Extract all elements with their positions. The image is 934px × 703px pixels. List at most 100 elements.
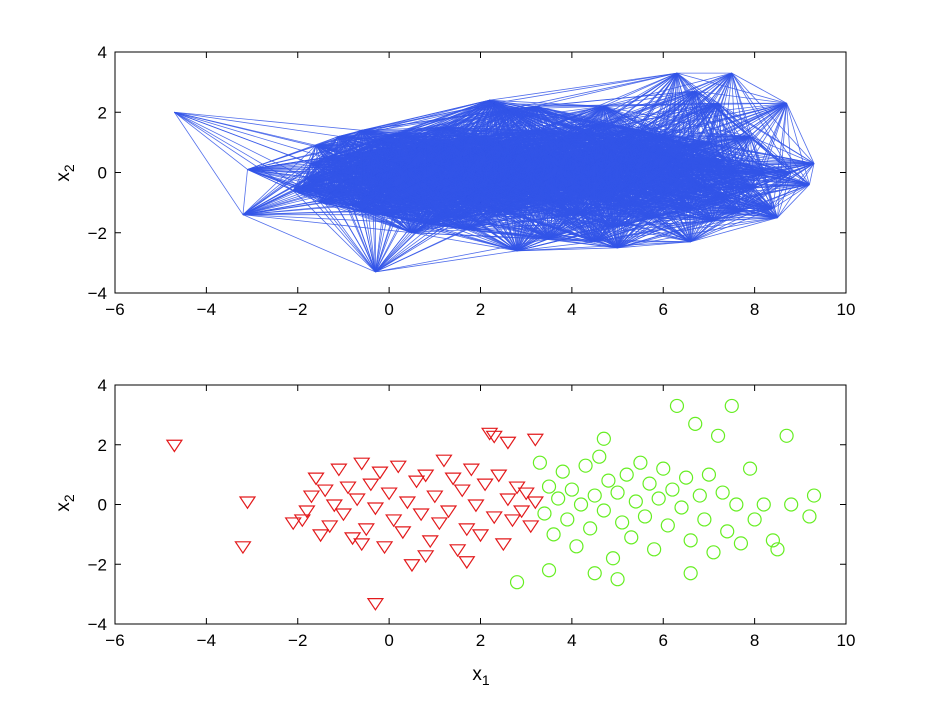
- network-edge: [425, 145, 454, 224]
- network-edge: [749, 102, 787, 137]
- class-1-point: [458, 523, 476, 537]
- network-edge: [548, 130, 641, 240]
- class-2-point: [555, 464, 570, 479]
- network-edge: [594, 208, 773, 243]
- class-1-point: [234, 541, 252, 555]
- network-edge: [603, 105, 659, 167]
- network-edge: [548, 175, 682, 240]
- network-edge: [329, 193, 376, 273]
- network-edge: [621, 190, 632, 206]
- network-edge: [699, 103, 719, 164]
- class-1-point: [385, 514, 403, 528]
- class-1-point: [293, 514, 311, 528]
- network-edge: [690, 187, 755, 243]
- network-edge: [329, 193, 362, 213]
- network-edge: [539, 72, 678, 131]
- network-edge: [690, 91, 696, 209]
- network-edge: [594, 130, 641, 242]
- scatter-points: [165, 398, 822, 611]
- class-1-point: [366, 597, 385, 611]
- network-edge: [306, 178, 321, 203]
- network-edge: [548, 238, 618, 249]
- class-2-point: [669, 398, 685, 414]
- network-edge: [425, 166, 559, 225]
- network-edge: [603, 105, 728, 200]
- network-edge: [548, 199, 728, 240]
- network-edge: [494, 72, 678, 104]
- network-edge: [516, 178, 523, 251]
- network-edge: [690, 172, 737, 243]
- class-1-point: [339, 481, 357, 495]
- network-edge: [576, 214, 618, 249]
- network-edge: [548, 139, 564, 239]
- network-edge: [731, 72, 765, 173]
- network-edge: [548, 148, 609, 239]
- network-edge: [763, 172, 810, 185]
- class-1-point: [417, 550, 435, 564]
- network-edge: [347, 154, 367, 197]
- x-tick-label: 0: [384, 631, 393, 650]
- network-edge: [749, 136, 778, 218]
- network-edge: [617, 187, 755, 249]
- network-edge: [242, 145, 317, 215]
- network-edge: [315, 145, 331, 194]
- class-2-point: [802, 509, 817, 524]
- class-1-point: [449, 544, 467, 558]
- network-edge: [549, 238, 691, 243]
- network-edge: [594, 142, 710, 243]
- class-2-point: [715, 485, 730, 500]
- class-1-point: [366, 502, 385, 516]
- network-edge: [484, 100, 491, 152]
- class-1-point: [435, 454, 453, 468]
- class-1-point: [284, 517, 302, 531]
- network-edge: [736, 172, 778, 218]
- network-edge: [438, 127, 445, 191]
- network-edge: [352, 205, 376, 273]
- ylabel-bottom-sub: 2: [61, 494, 77, 502]
- class-2-point: [551, 491, 566, 506]
- class-1-point: [526, 433, 544, 447]
- network-edge: [174, 111, 339, 137]
- network-edge: [594, 142, 628, 242]
- network-edge: [603, 105, 705, 188]
- class-2-point: [601, 473, 616, 488]
- network-edge: [740, 172, 792, 212]
- network-edge: [311, 163, 321, 203]
- network-edge: [722, 160, 815, 164]
- network-edge: [594, 187, 755, 243]
- class-1-point: [499, 493, 517, 507]
- class-1-point: [417, 469, 435, 483]
- network-edge: [640, 72, 732, 131]
- network-edge: [594, 166, 659, 243]
- class-2-point: [674, 500, 689, 515]
- class-2-point: [578, 458, 593, 473]
- network-edge: [402, 169, 408, 200]
- class-2-point: [733, 536, 749, 551]
- network-edge: [302, 187, 321, 203]
- network-edge: [772, 163, 815, 209]
- class-2-point: [678, 470, 694, 485]
- x-tick-label: 2: [476, 631, 485, 650]
- network-edge: [667, 73, 678, 194]
- network-edge: [717, 103, 755, 188]
- y-tick-label: 2: [98, 436, 107, 455]
- network-edge: [544, 181, 550, 239]
- class-2-point: [587, 566, 602, 581]
- network-edge: [361, 178, 522, 213]
- network-edge: [493, 103, 504, 212]
- network-edge: [375, 250, 518, 273]
- network-edge: [425, 127, 445, 143]
- network-edge: [735, 136, 751, 173]
- network-edge: [809, 163, 815, 185]
- network-edge: [603, 105, 764, 173]
- network-edge: [425, 193, 531, 225]
- network-edge: [425, 172, 477, 224]
- class-1-point: [407, 475, 426, 489]
- class-2-point: [541, 563, 557, 578]
- network-edge: [361, 142, 426, 212]
- network-edge: [315, 145, 321, 203]
- network-edge: [356, 166, 363, 212]
- network-edge: [731, 72, 815, 164]
- class-1-point: [458, 556, 476, 570]
- class-1-point: [389, 460, 407, 474]
